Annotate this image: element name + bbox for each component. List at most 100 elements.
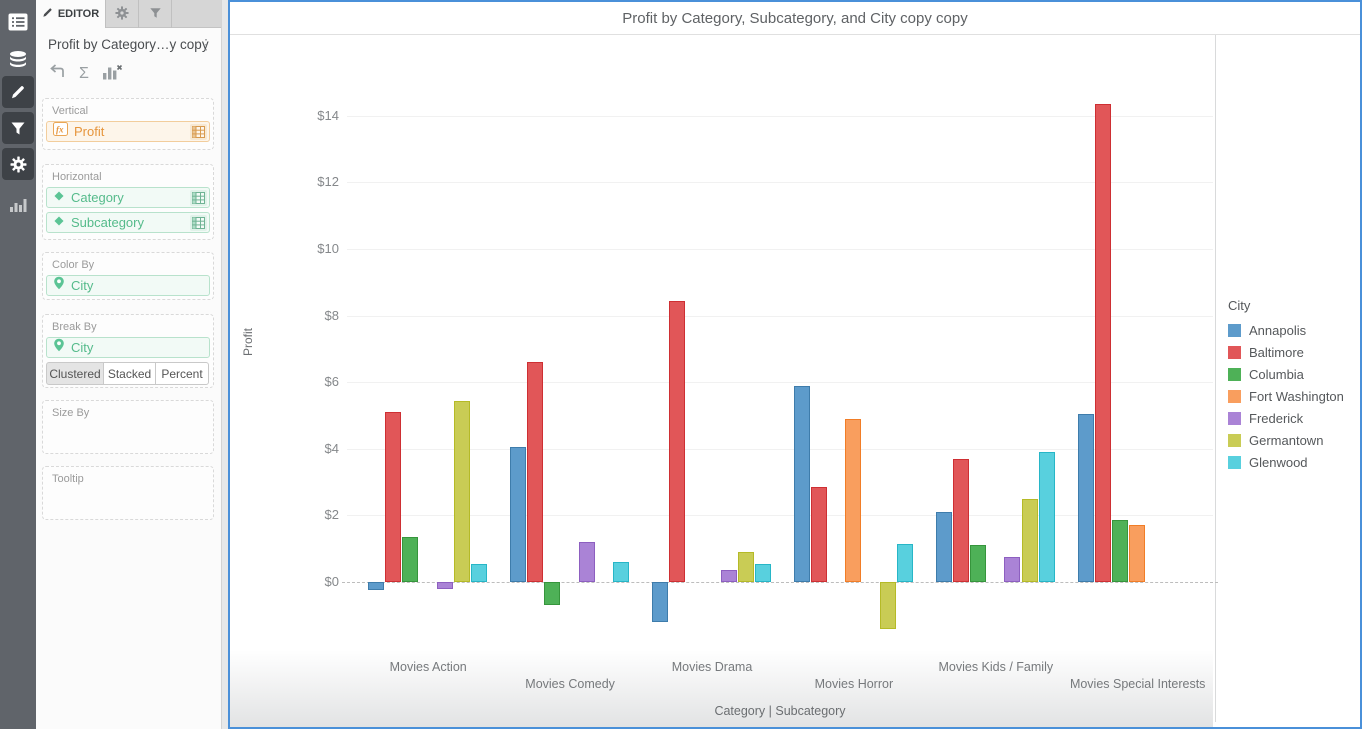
section-size-by[interactable]: Size By <box>42 400 214 454</box>
pencil-icon[interactable] <box>2 76 34 108</box>
bar[interactable] <box>845 419 861 582</box>
bar[interactable] <box>1022 499 1038 582</box>
bar[interactable] <box>385 412 401 582</box>
legend-swatch <box>1228 346 1241 359</box>
y-tick-label: $6 <box>279 374 339 389</box>
bar[interactable] <box>544 582 560 605</box>
grid-icon[interactable] <box>190 215 207 231</box>
y-tick-label: $8 <box>279 308 339 323</box>
diamond-icon <box>53 214 65 232</box>
bar[interactable] <box>936 512 952 582</box>
bar[interactable] <box>527 362 543 582</box>
bar[interactable] <box>613 562 629 582</box>
horizontal-field-category[interactable]: Category <box>46 187 210 208</box>
bar[interactable] <box>368 582 384 590</box>
bar[interactable] <box>755 564 771 582</box>
legend-item[interactable]: Annapolis <box>1228 322 1306 338</box>
legend-swatch <box>1228 324 1241 337</box>
legend-item[interactable]: Germantown <box>1228 432 1323 448</box>
bar[interactable] <box>437 582 453 589</box>
bar-chart-icon[interactable] <box>2 188 34 220</box>
swap-axes-icon[interactable] <box>48 63 66 85</box>
legend-separator <box>1215 35 1216 722</box>
legend-item[interactable]: Columbia <box>1228 366 1304 382</box>
legend-item[interactable]: Glenwood <box>1228 454 1308 470</box>
grid-icon[interactable] <box>190 190 207 206</box>
filter-icon[interactable] <box>2 112 34 144</box>
legend-swatch <box>1228 456 1241 469</box>
bar[interactable] <box>669 301 685 582</box>
tab-settings[interactable] <box>106 0 139 28</box>
diamond-icon <box>53 189 65 207</box>
bar[interactable] <box>510 447 526 582</box>
editor-panel: EDITOR Profit by Category…y copy ⋮ Σ Ver… <box>36 0 222 729</box>
section-tooltip[interactable]: Tooltip <box>42 466 214 520</box>
bar[interactable] <box>811 487 827 582</box>
grid-icon[interactable] <box>190 124 207 140</box>
section-label: Color By <box>52 259 213 271</box>
legend-item[interactable]: Frederick <box>1228 410 1303 426</box>
horizontal-field-subcategory[interactable]: Subcategory <box>46 212 210 233</box>
tab-editor[interactable]: EDITOR <box>36 0 106 28</box>
database-icon[interactable] <box>2 44 34 76</box>
x-tick-label: Movies Action <box>348 660 508 674</box>
fx-icon: fx <box>53 122 68 141</box>
legend-label: Glenwood <box>1249 455 1308 470</box>
bar[interactable] <box>1095 104 1111 582</box>
chart-widget[interactable]: Profit by Category, Subcategory, and Cit… <box>228 0 1362 729</box>
bar[interactable] <box>1112 520 1128 582</box>
mode-stacked-button[interactable]: Stacked <box>103 362 156 385</box>
mode-clustered-button[interactable]: Clustered <box>46 362 104 385</box>
zero-baseline <box>342 582 1218 583</box>
bar[interactable] <box>721 570 737 582</box>
legend-swatch <box>1228 434 1241 447</box>
section-label: Horizontal <box>52 171 213 183</box>
y-tick-label: $14 <box>279 108 339 123</box>
left-rail <box>0 0 36 729</box>
section-horizontal: Horizontal Category Subcategory <box>42 164 214 240</box>
bar[interactable] <box>880 582 896 629</box>
y-tick-label: $0 <box>279 574 339 589</box>
legend-item[interactable]: Fort Washington <box>1228 388 1344 404</box>
color-by-field-city[interactable]: City <box>46 275 210 296</box>
legend-item[interactable]: Baltimore <box>1228 344 1304 360</box>
widget-title: Profit by Category…y copy <box>48 37 210 52</box>
y-tick-label: $4 <box>279 441 339 456</box>
tab-filters[interactable] <box>139 0 172 28</box>
section-color-by: Color By City <box>42 252 214 300</box>
kebab-menu-icon[interactable]: ⋮ <box>199 37 213 51</box>
editor-tabbar: EDITOR <box>36 0 221 28</box>
gear-icon[interactable] <box>2 148 34 180</box>
bar[interactable] <box>1078 414 1094 582</box>
bar[interactable] <box>953 459 969 582</box>
section-vertical: Vertical fx Profit <box>42 98 214 150</box>
bar[interactable] <box>652 582 668 622</box>
bar[interactable] <box>738 552 754 582</box>
bar[interactable] <box>970 545 986 582</box>
bar[interactable] <box>454 401 470 582</box>
y-axis-title: Profit <box>241 320 255 364</box>
gridline <box>347 249 1213 250</box>
bar[interactable] <box>897 544 913 582</box>
sigma-icon[interactable]: Σ <box>79 66 89 82</box>
break-by-field-city[interactable]: City <box>46 337 210 358</box>
bar[interactable] <box>402 537 418 582</box>
bar[interactable] <box>1004 557 1020 582</box>
field-label: Profit <box>74 124 190 139</box>
section-label: Tooltip <box>52 473 213 485</box>
filter-tab-icon <box>149 7 162 22</box>
chart-axis-icon[interactable] <box>102 64 123 85</box>
mode-percent-button[interactable]: Percent <box>155 362 209 385</box>
gridline <box>347 382 1213 383</box>
x-tick-label: Movies Comedy <box>490 677 650 691</box>
list-icon[interactable] <box>2 6 34 38</box>
bar[interactable] <box>794 386 810 582</box>
bar[interactable] <box>1129 525 1145 582</box>
tab-editor-label: EDITOR <box>58 8 99 20</box>
bar[interactable] <box>471 564 487 582</box>
vertical-field-profit[interactable]: fx Profit <box>46 121 210 142</box>
y-tick-label: $2 <box>279 507 339 522</box>
section-label: Vertical <box>52 105 213 117</box>
bar[interactable] <box>1039 452 1055 582</box>
bar[interactable] <box>579 542 595 582</box>
